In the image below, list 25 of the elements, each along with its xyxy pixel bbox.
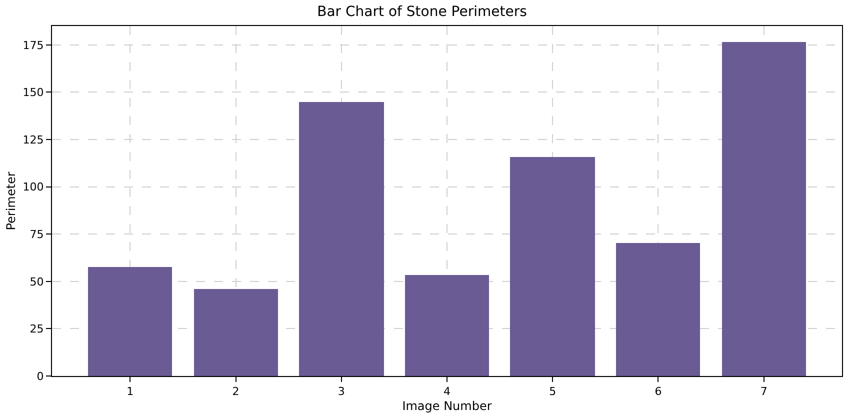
chart-title: Bar Chart of Stone Perimeters — [317, 4, 527, 20]
bar — [510, 157, 595, 376]
bar — [299, 102, 384, 376]
y-tick-label: 100 — [22, 180, 44, 194]
x-axis-title: Image Number — [402, 399, 492, 414]
x-tick-label: 3 — [338, 385, 345, 398]
bar — [616, 243, 700, 376]
y-tick-label: 150 — [22, 86, 44, 100]
y-tick-label: 50 — [30, 275, 44, 288]
bar — [88, 267, 172, 376]
bar — [722, 42, 806, 376]
x-tick-label: 2 — [232, 385, 240, 398]
y-tick-label: 0 — [36, 370, 44, 383]
bar — [194, 289, 278, 376]
x-tick-label: 5 — [549, 385, 556, 398]
y-tick-label: 175 — [22, 38, 44, 52]
x-tick-label: 4 — [444, 385, 450, 398]
x-tick-label: 7 — [760, 385, 768, 398]
x-tick-label: 1 — [126, 385, 134, 398]
bar — [405, 275, 489, 376]
y-tick-label: 125 — [22, 133, 44, 146]
y-tick-label: 75 — [30, 228, 44, 241]
y-axis-title: Perimeter — [4, 172, 18, 230]
x-tick-label: 6 — [654, 385, 662, 398]
y-tick-label: 25 — [30, 322, 44, 336]
